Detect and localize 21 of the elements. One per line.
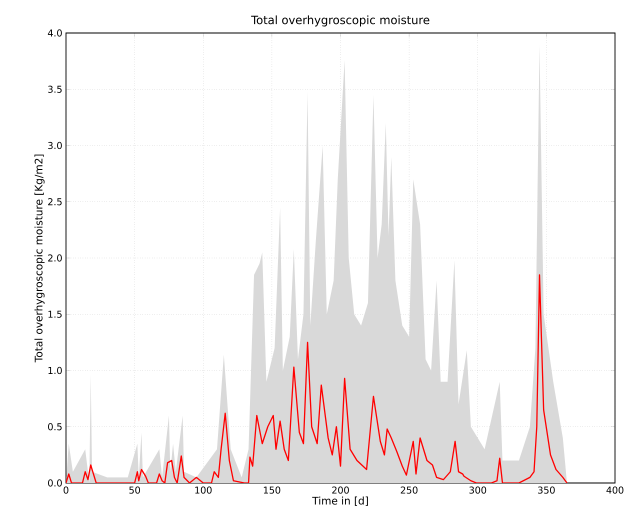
x-tick-label: 400 [606,486,624,494]
x-tick-label: 300 [469,486,486,494]
y-tick-label: 2.5 [48,198,62,206]
y-tick-label: 3.5 [48,86,62,93]
y-tick-label: 1.0 [48,366,62,374]
y-tick-label: 1.5 [48,310,62,318]
x-tick-label: 50 [129,486,140,494]
x-tick-label: 150 [264,486,280,494]
x-tick-label: 100 [195,486,212,494]
y-tick-label: 3.0 [48,142,62,150]
y-axis-title: Total overhygroscopic moisture [Kg/m2] [34,154,45,362]
y-tick-label: 0.5 [48,423,62,430]
x-tick-label: 0 [64,486,68,494]
x-tick-label: 350 [538,486,555,494]
chart-title: Total overhygroscopic moisture [251,15,430,26]
x-axis-title: Time in [d] [312,496,368,506]
y-tick-label: 2.0 [48,254,62,262]
x-tick-label: 200 [332,486,349,494]
y-tick-label: 0.0 [48,479,62,487]
y-tick-label: 4.0 [48,29,62,37]
x-tick-label: 250 [400,486,418,494]
